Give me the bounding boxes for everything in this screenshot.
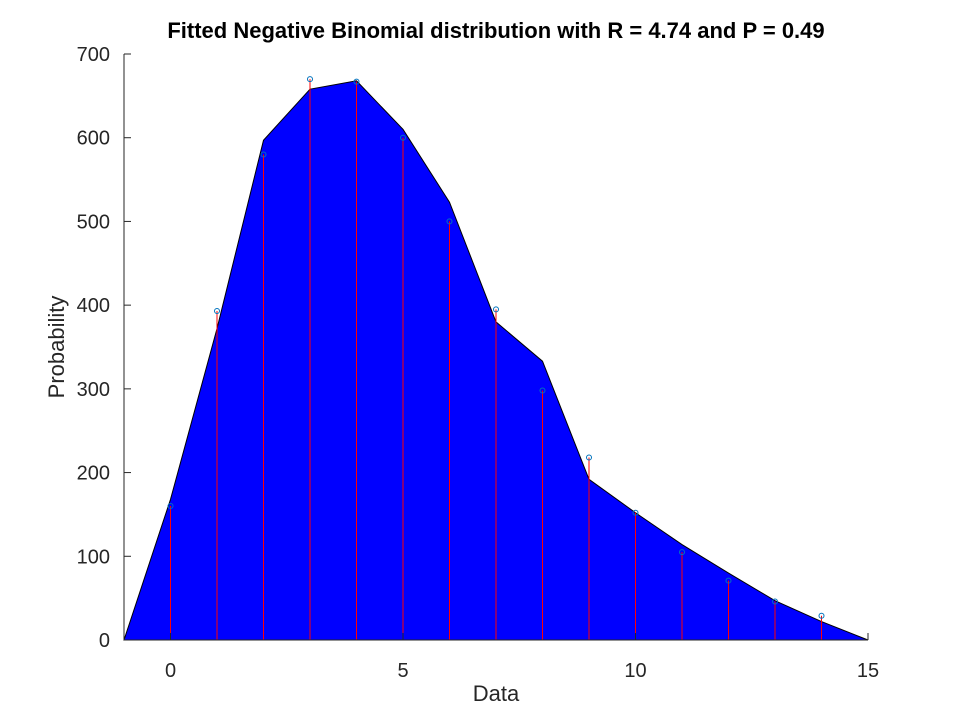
tick-layer: 0 5 10 15 0 100 200 300 400 500 600 700 <box>77 44 880 682</box>
axes-layer <box>123 54 868 641</box>
y-tick-label-700: 700 <box>77 44 110 66</box>
y-axis-label: Probability <box>44 296 69 399</box>
stem-marker-12 <box>725 577 732 584</box>
y-tick-label-200: 200 <box>77 463 110 485</box>
stem-marker-1 <box>214 308 220 315</box>
stem-marker-0 <box>167 503 174 510</box>
x-tick-label-10: 10 <box>624 660 646 682</box>
y-tick-label-0: 0 <box>99 630 110 652</box>
x-tick-label-15: 15 <box>857 660 879 682</box>
stem-marker-8 <box>539 387 546 394</box>
y-tick-label-600: 600 <box>77 128 110 150</box>
stem-layer <box>170 79 822 640</box>
x-axis-label: Data <box>473 681 520 706</box>
stem-marker-14 <box>818 612 825 619</box>
stem-marker-9 <box>586 454 592 461</box>
stem-marker-11 <box>679 549 685 556</box>
x-tick-label-0: 0 <box>165 660 176 682</box>
stem-marker-10 <box>632 509 639 516</box>
stem-marker-6 <box>446 218 453 225</box>
y-tick-label-500: 500 <box>77 211 110 233</box>
y-tick-label-300: 300 <box>77 379 110 401</box>
y-tick-label-100: 100 <box>77 546 110 568</box>
stem-marker-3 <box>307 76 313 83</box>
chart-title: Fitted Negative Binomial distribution wi… <box>167 18 824 43</box>
y-tick-label-400: 400 <box>77 295 110 317</box>
stem-marker-5 <box>400 134 406 141</box>
marker-layer <box>167 76 825 619</box>
stem-marker-4 <box>353 78 360 85</box>
stem-marker-13 <box>772 598 778 605</box>
stem-marker-2 <box>260 151 267 158</box>
stem-marker-7 <box>493 306 499 313</box>
x-tick-label-5: 5 <box>397 660 408 682</box>
